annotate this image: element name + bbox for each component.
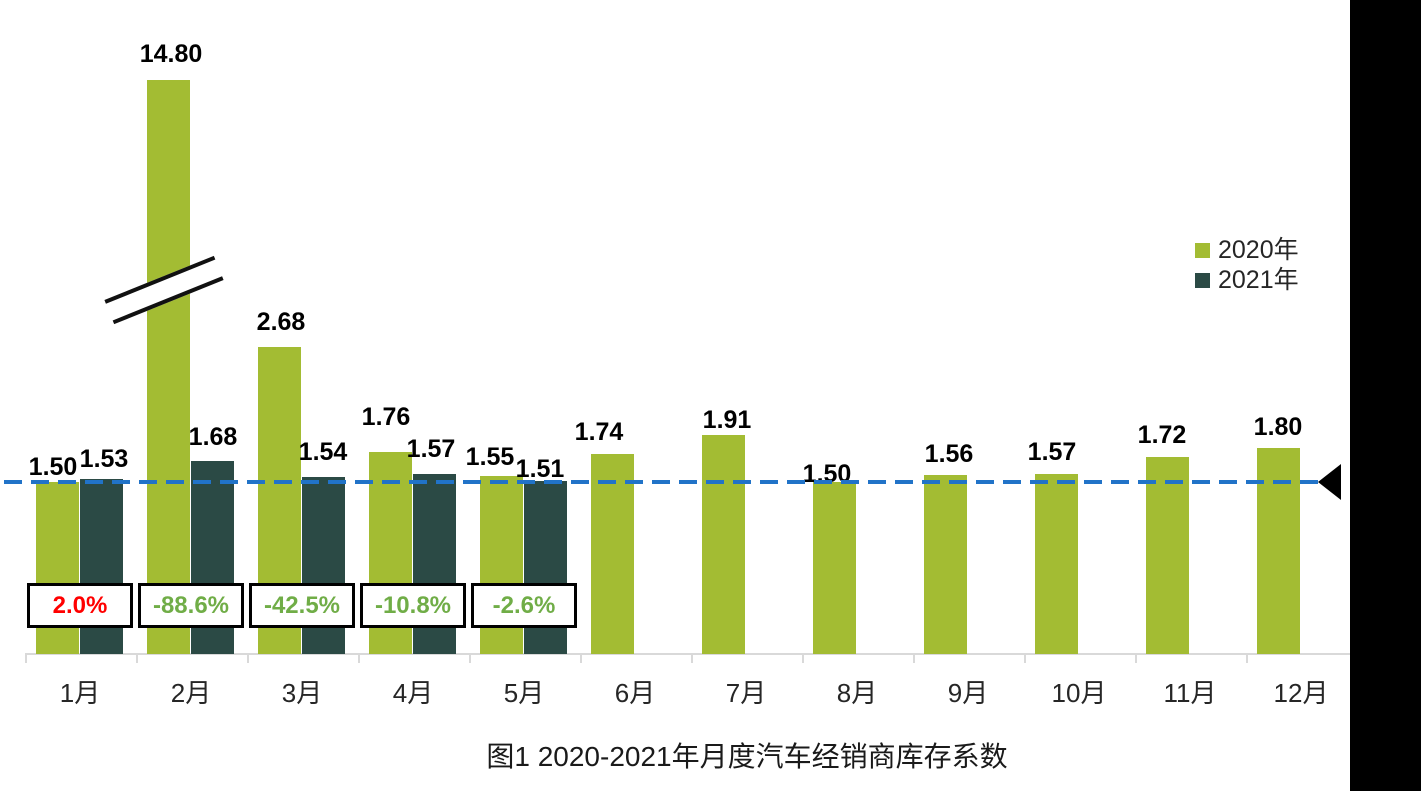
x-axis-label-11月: 11月 [1163, 678, 1217, 708]
yoy-change-box-1月: 2.0% [27, 583, 133, 628]
legend-label-2021: 2021年 [1218, 266, 1299, 294]
value-label-2021-1月: 1.53 [79, 445, 129, 473]
yoy-change-box-3月: -42.5% [249, 583, 355, 628]
x-axis-tick [801, 654, 804, 663]
bar-2020-9月 [924, 475, 967, 654]
value-label-2020-4月: 1.76 [361, 403, 411, 431]
bar-2020-7月 [702, 434, 745, 654]
warning-line-arrow-icon [1318, 464, 1341, 500]
x-axis-label-12月: 12月 [1273, 678, 1329, 708]
value-label-2020-7月: 1.91 [702, 406, 752, 434]
yoy-change-box-2月: -88.6% [138, 583, 244, 628]
x-axis-tick [690, 654, 693, 663]
x-axis-label-2月: 2月 [170, 678, 212, 708]
value-label-2021-4月: 1.57 [406, 435, 456, 463]
x-axis-tick [1245, 654, 1248, 663]
legend-swatch-2021-icon [1195, 273, 1210, 288]
bar-2020-10月 [1035, 473, 1078, 654]
x-axis-label-10月: 10月 [1051, 678, 1107, 708]
x-axis-tick [468, 654, 471, 663]
x-axis-label-9月: 9月 [947, 678, 989, 708]
value-label-2020-9月: 1.56 [924, 440, 974, 468]
bar-2020-6月 [591, 454, 634, 654]
x-axis-tick [24, 654, 27, 663]
value-label-2021-5月: 1.51 [515, 455, 565, 483]
x-axis-line [25, 653, 1350, 655]
x-axis-label-6月: 6月 [614, 678, 656, 708]
x-axis-tick [357, 654, 360, 663]
value-label-2020-5月: 1.55 [465, 443, 515, 471]
bar-2021-5月 [524, 480, 567, 654]
x-axis-tick [246, 654, 249, 663]
value-label-2020-6月: 1.74 [574, 418, 624, 446]
bar-2020-8月 [813, 481, 856, 654]
bar-2020-12月 [1257, 447, 1300, 654]
x-axis-tick [1023, 654, 1026, 663]
x-axis-label-7月: 7月 [725, 678, 767, 708]
x-axis-label-8月: 8月 [836, 678, 878, 708]
value-label-2020-3月: 2.68 [256, 308, 306, 336]
x-axis-label-1月: 1月 [59, 678, 101, 708]
x-axis-tick [912, 654, 915, 663]
yoy-change-box-5月: -2.6% [471, 583, 577, 628]
right-black-strip [1350, 0, 1421, 791]
legend-item-2021: 2021年 [1195, 268, 1299, 293]
value-label-2020-12月: 1.80 [1253, 413, 1303, 441]
yoy-change-box-4月: -10.8% [360, 583, 466, 628]
bar-2020-11月 [1146, 456, 1189, 654]
value-label-2020-10月: 1.57 [1027, 438, 1077, 466]
legend-item-2020: 2020年 [1195, 238, 1299, 263]
chart-caption: 图1 2020-2021年月度汽车经销商库存系数 [486, 741, 1008, 772]
x-axis-label-4月: 4月 [392, 678, 434, 708]
bar-2020-2月 [147, 80, 190, 654]
x-axis-label-5月: 5月 [503, 678, 545, 708]
value-label-2020-2月: 14.80 [139, 40, 203, 68]
value-label-2020-1月: 1.50 [28, 453, 78, 481]
x-axis-tick [579, 654, 582, 663]
value-label-2021-3月: 1.54 [298, 438, 348, 466]
x-axis-tick [135, 654, 138, 663]
legend-label-2020: 2020年 [1218, 236, 1299, 264]
legend-swatch-2020-icon [1195, 243, 1210, 258]
bar-2020-1月 [36, 481, 79, 654]
x-axis-tick [1134, 654, 1137, 663]
warning-reference-line [4, 480, 1318, 484]
value-label-2020-11月: 1.72 [1137, 421, 1187, 449]
value-label-2021-2月: 1.68 [188, 423, 238, 451]
x-axis-label-3月: 3月 [281, 678, 323, 708]
